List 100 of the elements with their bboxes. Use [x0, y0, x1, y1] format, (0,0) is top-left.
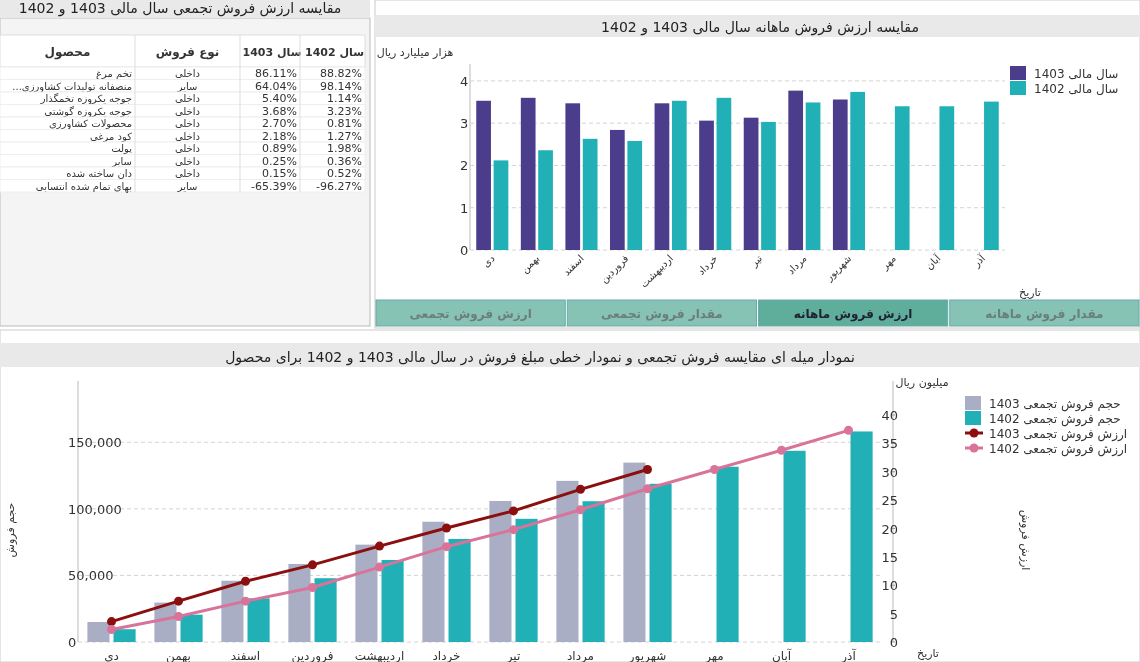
category-label: کود مرغی: [90, 130, 133, 142]
point: [442, 523, 451, 533]
category-label: بهای تمام شده انتسابی: [35, 180, 132, 193]
x-tick-label: مهر: [878, 252, 899, 273]
data-label: 1.27%: [327, 129, 362, 143]
bar: [743, 117, 759, 250]
point: [174, 611, 183, 621]
x-tick-label: آبان: [922, 251, 944, 272]
data-label: 0.15%: [262, 167, 297, 180]
category-label: جوجه یکروزه تخمگذار: [39, 93, 132, 105]
x-tick-label: اسفند: [560, 252, 586, 278]
bar: [716, 466, 739, 642]
bar: [699, 120, 714, 250]
data-label: -65.39%: [251, 179, 297, 193]
point: [643, 484, 652, 494]
bar: [649, 483, 672, 642]
point: [174, 596, 183, 606]
text: داخلی: [174, 143, 201, 154]
y-tick-label: 150,000: [68, 435, 122, 451]
y2-tick-label: 40: [881, 408, 898, 424]
y2-axis-title: ارزش فروش: [1019, 509, 1032, 571]
x-tick-label: آذر: [969, 251, 988, 270]
data-label: 64.04%: [255, 79, 297, 93]
text: نوع فروش: [155, 45, 220, 60]
data-label: 2.18%: [262, 129, 297, 143]
data-label: 0.89%: [262, 142, 297, 155]
y-tick-label: 2: [460, 158, 469, 174]
x-tick-label: دی: [104, 649, 119, 662]
bar: [87, 622, 110, 642]
bar: [805, 102, 821, 250]
point: [576, 505, 585, 515]
bar: [489, 500, 512, 642]
text: ارزش فروش ماهانه: [793, 307, 913, 322]
text: میلیون ریال: [895, 376, 949, 389]
data-label: 0.81%: [327, 117, 362, 130]
x-axis-title: تاریخ: [1019, 286, 1041, 299]
data-label: 2.70%: [262, 117, 297, 130]
y2-tick-label: 0: [889, 635, 898, 650]
point: [375, 541, 384, 551]
y-tick-label: 3: [460, 116, 469, 132]
bar: [788, 90, 804, 250]
bar: [515, 518, 538, 642]
data-label: 3.68%: [262, 104, 297, 118]
bar: [939, 106, 955, 250]
legend-label: سال مالی 1402: [1034, 82, 1119, 96]
text: داخلی: [174, 68, 201, 79]
x-tick-label: اردیبهشت: [638, 252, 676, 291]
y-tick-label: 4: [460, 73, 469, 89]
bar: [565, 103, 581, 250]
legend-label: حجم فروش تجمعی 1403: [989, 397, 1121, 412]
text: داخلی: [174, 118, 201, 129]
y-tick-label: 100,000: [68, 501, 122, 517]
text: داخلی: [174, 105, 201, 117]
point: [844, 425, 853, 435]
bar: [314, 578, 337, 642]
series-label: سال 1403: [242, 46, 302, 59]
point: [777, 445, 786, 455]
y2-tick-label: 5: [889, 606, 898, 622]
x-tick-label: آذر: [840, 648, 857, 662]
data-label: 0.25%: [262, 154, 297, 168]
text: داخلی: [174, 155, 201, 167]
text: محصول: [44, 45, 91, 60]
chart-title: مقایسه ارزش فروش ماهانه سال مالی 1403 و 1402: [601, 19, 919, 36]
legend-label: حجم فروش تجمعی 1402: [989, 412, 1121, 427]
data-label: -96.27%: [316, 179, 362, 193]
x-tick-label: دی: [480, 252, 497, 270]
text: مقدار فروش ماهانه: [985, 307, 1104, 322]
text: سایر: [176, 180, 198, 192]
point: [643, 465, 652, 475]
bar: [422, 521, 445, 642]
text: داخلی: [174, 93, 201, 104]
point: [241, 596, 250, 606]
y-tick-label: 1: [460, 200, 469, 216]
x-tick-label: آبان: [771, 648, 792, 662]
bar: [761, 121, 776, 250]
x-tick-label: بهمن: [518, 252, 542, 276]
point: [107, 625, 116, 635]
bar: [850, 91, 866, 250]
series-label: سال 1402: [305, 46, 364, 59]
bar: [783, 450, 806, 642]
point: [576, 484, 585, 494]
data-label: 0.52%: [327, 167, 362, 180]
x-tick-label: فروردین: [598, 252, 632, 286]
data-label: 0.36%: [327, 154, 362, 168]
y2-tick-label: 20: [881, 521, 898, 537]
y2-tick-label: 25: [881, 493, 898, 509]
bar: [113, 629, 136, 642]
bar: [671, 100, 687, 250]
x-tick-label: مرداد: [785, 252, 809, 277]
data-label: 88.82%: [320, 67, 362, 80]
y2-tick-label: 35: [881, 436, 898, 452]
point: [241, 576, 250, 586]
x-tick-label: شهریور: [822, 252, 855, 284]
point: [308, 583, 317, 593]
chart-title: نمودار میله ای مقایسه فروش تجمعی و نمودار خطی مبلغ فروش در سال مالی 1403 و 1402 برای محصول: [225, 349, 855, 366]
data-label: 98.14%: [320, 79, 362, 93]
y2-tick-label: 15: [881, 549, 898, 565]
y-tick-label: 0: [68, 635, 77, 650]
y-tick-label: 0: [460, 243, 469, 258]
text: مقدار فروش تجمعی: [600, 307, 723, 322]
